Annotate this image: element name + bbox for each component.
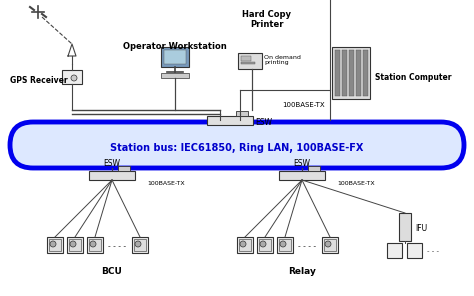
Bar [332, 47, 370, 99]
Bar [47, 237, 63, 253]
Text: ESW: ESW [103, 158, 120, 168]
Circle shape [50, 241, 56, 247]
Bar [67, 237, 83, 253]
Bar [356, 50, 361, 96]
Text: Station bus: IEC61850, Ring LAN, 100BASE-FX: Station bus: IEC61850, Ring LAN, 100BASE… [110, 143, 364, 153]
Bar [342, 50, 347, 96]
Text: GPS Receiver: GPS Receiver [10, 75, 68, 84]
Bar [132, 237, 148, 253]
Text: IFU: IFU [415, 223, 427, 232]
Bar [236, 110, 248, 115]
Circle shape [71, 75, 77, 81]
Circle shape [135, 241, 141, 247]
Text: - - -: - - - [427, 248, 439, 254]
Bar [49, 239, 61, 251]
Text: - - - -: - - - - [298, 242, 316, 250]
Bar [363, 50, 368, 96]
Circle shape [280, 241, 286, 247]
Bar [87, 237, 103, 253]
Bar [279, 170, 325, 179]
Text: Hard Copy
Printer: Hard Copy Printer [243, 10, 292, 29]
Circle shape [90, 241, 96, 247]
Circle shape [325, 241, 331, 247]
Text: ESW: ESW [293, 158, 310, 168]
Circle shape [70, 241, 76, 247]
Bar [279, 239, 291, 251]
Text: Relay: Relay [288, 268, 316, 276]
Bar [259, 239, 271, 251]
Circle shape [260, 241, 266, 247]
Bar [241, 62, 255, 64]
Bar [69, 239, 81, 251]
Text: Station Computer: Station Computer [375, 73, 452, 81]
Bar [241, 56, 251, 61]
Bar [161, 47, 189, 67]
Text: 100BASE-TX: 100BASE-TX [283, 102, 325, 108]
Text: - - - -: - - - - [108, 242, 126, 250]
Bar [349, 50, 354, 96]
Bar [238, 53, 262, 69]
Bar [207, 115, 253, 125]
Bar [118, 165, 130, 170]
Bar [399, 213, 411, 241]
Bar [239, 239, 251, 251]
Bar [277, 237, 293, 253]
Bar [237, 237, 253, 253]
Bar [324, 239, 336, 251]
Bar [164, 50, 186, 64]
Bar [407, 243, 422, 258]
FancyBboxPatch shape [10, 122, 464, 168]
Text: ESW: ESW [255, 118, 272, 126]
Bar [134, 239, 146, 251]
Bar [335, 50, 340, 96]
Text: Operator Workstation: Operator Workstation [123, 42, 227, 51]
Bar [387, 243, 402, 258]
Bar [322, 237, 338, 253]
Bar [308, 165, 320, 170]
Text: BCU: BCU [101, 268, 122, 276]
Bar [89, 170, 135, 179]
Bar [62, 70, 82, 84]
Circle shape [240, 241, 246, 247]
Bar [89, 239, 101, 251]
Text: 100BASE-TX: 100BASE-TX [337, 181, 374, 186]
Text: 100BASE-TX: 100BASE-TX [147, 181, 185, 186]
Text: On demand
printing: On demand printing [264, 54, 301, 65]
Bar [161, 73, 189, 78]
Bar [257, 237, 273, 253]
